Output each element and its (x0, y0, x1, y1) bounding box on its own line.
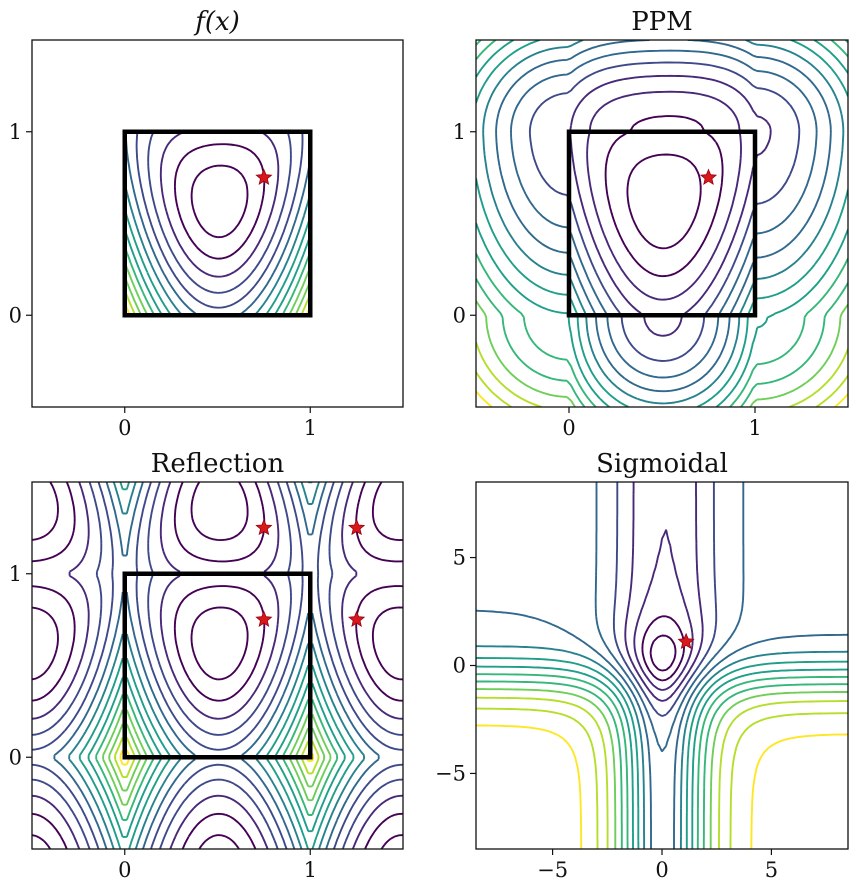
contour-level-16 (476, 724, 848, 849)
contour-level-4 (147, 131, 292, 294)
contour-level-3 (586, 90, 742, 301)
contour-level-10 (476, 40, 848, 407)
contour-level-11 (476, 40, 848, 407)
optimum-star-marker (255, 610, 273, 627)
optimum-star-marker (255, 168, 273, 185)
contour-level-13 (114, 736, 320, 779)
panel-1: f(x) 0 1 0 1 (9, 7, 404, 440)
contour-level-11 (476, 673, 848, 849)
contour-level-9 (87, 676, 346, 838)
x-tick-label: 1 (748, 416, 761, 440)
contour-level-1 (190, 164, 249, 239)
x-tick-label: 0 (562, 416, 575, 440)
contour-level-13 (476, 688, 848, 849)
contour-level-15 (476, 371, 848, 407)
contour-level-8 (124, 205, 311, 316)
x-tick-label: −5 (537, 858, 568, 882)
panel-title: Reflection (151, 449, 285, 479)
axes-frame (475, 39, 849, 408)
optimum-star-marker (348, 518, 366, 536)
panel-title: f(x) (193, 7, 240, 37)
x-tick-label: 1 (304, 858, 317, 882)
contour-level-13 (124, 287, 311, 316)
x-tick-label: 1 (304, 416, 317, 440)
contour-level-9 (476, 40, 848, 407)
contour-level-14 (476, 696, 848, 849)
x-tick-label: 0 (118, 416, 131, 440)
contour-level-16 (476, 390, 848, 407)
contour-level-10 (476, 665, 848, 849)
contour-level-3 (159, 131, 280, 278)
contour-level-12 (108, 723, 326, 792)
contour-level-14 (124, 300, 311, 316)
optimum-star-marker (699, 168, 718, 185)
contour-lines (476, 40, 848, 407)
axes-frame (31, 39, 404, 408)
y-tick-label: −5 (435, 761, 466, 785)
domain-box (122, 571, 313, 760)
contour-level-6 (53, 482, 380, 849)
contour-level-1 (32, 482, 403, 849)
optimum-star-marker (255, 518, 273, 536)
contour-level-5 (32, 482, 403, 849)
contour-level-14 (476, 341, 848, 407)
panel-title: PPM (631, 7, 693, 37)
contour-level-4 (569, 74, 772, 337)
x-tick-label: 0 (118, 858, 131, 882)
panel-3: Reflection 0 1 0 1 (9, 449, 404, 882)
contour-level-10 (95, 693, 339, 821)
contour-level-3 (32, 482, 403, 849)
contour-level-1 (626, 153, 702, 250)
x-tick-label: 5 (765, 858, 778, 882)
contour-level-5 (612, 482, 718, 717)
contour-level-2 (173, 143, 266, 260)
contour-lines (124, 131, 311, 316)
contour-level-13 (476, 300, 848, 407)
contour-level-4 (32, 482, 403, 849)
panel-2: PPM 0 1 0 1 (453, 7, 849, 440)
optimum-star-marker (348, 610, 366, 627)
contour-level-11 (124, 259, 311, 316)
contour-lines (32, 482, 403, 849)
contour-level-6 (594, 482, 745, 753)
y-tick-label: 0 (453, 654, 466, 678)
contour-level-4 (624, 482, 704, 702)
domain-box (122, 129, 313, 318)
y-tick-label: 0 (453, 303, 466, 327)
contour-level-7 (476, 609, 848, 849)
panel-4: Sigmoidal −5 0 5 −5 0 5 (435, 449, 849, 882)
y-tick-label: 0 (9, 745, 22, 769)
y-tick-label: 1 (453, 120, 466, 144)
contour-level-8 (476, 645, 848, 849)
contour-level-11 (102, 708, 332, 806)
contour-level-5 (135, 131, 304, 309)
contour-level-6 (510, 49, 818, 379)
contour-level-5 (528, 61, 801, 362)
contour-level-8 (78, 482, 355, 849)
y-tick-label: 1 (9, 562, 22, 586)
contour-lines (476, 482, 848, 849)
y-tick-label: 1 (9, 120, 22, 144)
contour-level-12 (124, 273, 311, 316)
contour-level-1 (649, 634, 677, 672)
axes-frame (31, 481, 404, 850)
y-tick-label: 5 (453, 546, 466, 570)
contour-level-9 (476, 657, 848, 849)
contour-level-12 (476, 680, 848, 849)
x-tick-label: 0 (655, 858, 668, 882)
panel-title: Sigmoidal (596, 449, 728, 479)
optimum-star-marker (677, 632, 695, 650)
contour-level-3 (633, 529, 694, 692)
domain-box (566, 129, 758, 318)
contour-level-8 (482, 40, 845, 405)
contour-level-15 (476, 707, 848, 849)
contour-level-12 (476, 40, 848, 407)
y-tick-label: 0 (9, 303, 22, 327)
contour-level-2 (604, 115, 724, 278)
